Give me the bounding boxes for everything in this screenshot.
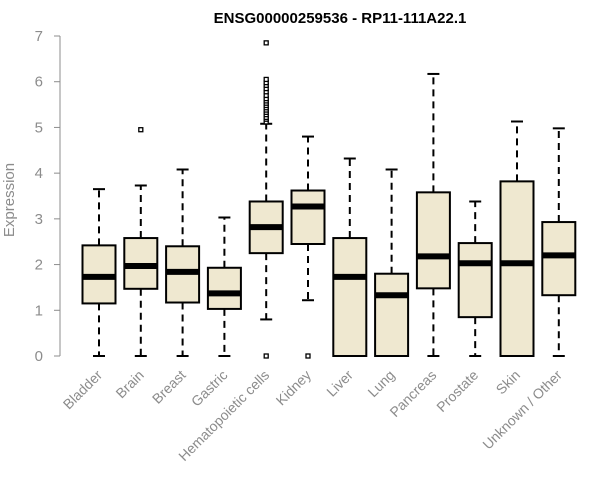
y-axis: 0 1 2 3 4 5 6 7: [35, 28, 61, 365]
outlier-4-0: [263, 353, 269, 359]
box-3: [206, 266, 242, 310]
y-tick-label-2: 2: [35, 257, 43, 274]
y-tick-label-0: 0: [35, 348, 43, 365]
box-group-11: [541, 127, 577, 357]
box-group-2: [165, 168, 201, 357]
box-series: [81, 40, 577, 359]
box-group-5: [290, 135, 326, 359]
outlier-4-17: [263, 76, 269, 83]
box-group-7: [374, 168, 410, 358]
x-category-label-11: Unknown / Other: [479, 367, 565, 453]
box-7: [374, 272, 410, 358]
box-group-4: [248, 40, 284, 359]
box-group-6: [332, 157, 368, 357]
box-8: [415, 191, 451, 290]
box-9: [457, 242, 493, 319]
chart-title: ENSG00000259536 - RP11-111A22.1: [214, 10, 467, 27]
x-category-label-0: Bladder: [60, 367, 106, 413]
y-tick-label-3: 3: [35, 211, 43, 228]
outlier-5-0: [305, 353, 311, 359]
x-category-label-6: Liver: [323, 367, 356, 400]
y-tick-label-7: 7: [35, 28, 43, 45]
y-tick-label-1: 1: [35, 302, 43, 319]
y-tick-label-6: 6: [35, 74, 43, 91]
x-category-label-5: Kidney: [273, 367, 315, 409]
x-category-label-10: Skin: [493, 367, 524, 398]
y-tick-label-5: 5: [35, 119, 43, 136]
y-tick-label-4: 4: [35, 165, 43, 182]
box-5: [290, 189, 326, 245]
box-6: [332, 237, 368, 357]
x-category-label-2: Breast: [149, 367, 189, 407]
box-group-9: [457, 200, 493, 357]
x-category-label-9: Prostate: [433, 367, 481, 415]
box-group-0: [81, 188, 117, 357]
y-axis-label: Expression: [1, 163, 18, 237]
box-11: [541, 221, 577, 297]
outlier-1-0: [138, 127, 144, 133]
box-group-10: [499, 120, 535, 357]
x-category-label-1: Brain: [112, 367, 146, 401]
box-group-8: [415, 72, 451, 357]
box-10: [499, 180, 535, 357]
outlier-4-18: [263, 40, 269, 46]
box-group-3: [206, 216, 242, 357]
box-group-1: [123, 127, 159, 357]
x-category-label-7: Lung: [364, 367, 397, 400]
